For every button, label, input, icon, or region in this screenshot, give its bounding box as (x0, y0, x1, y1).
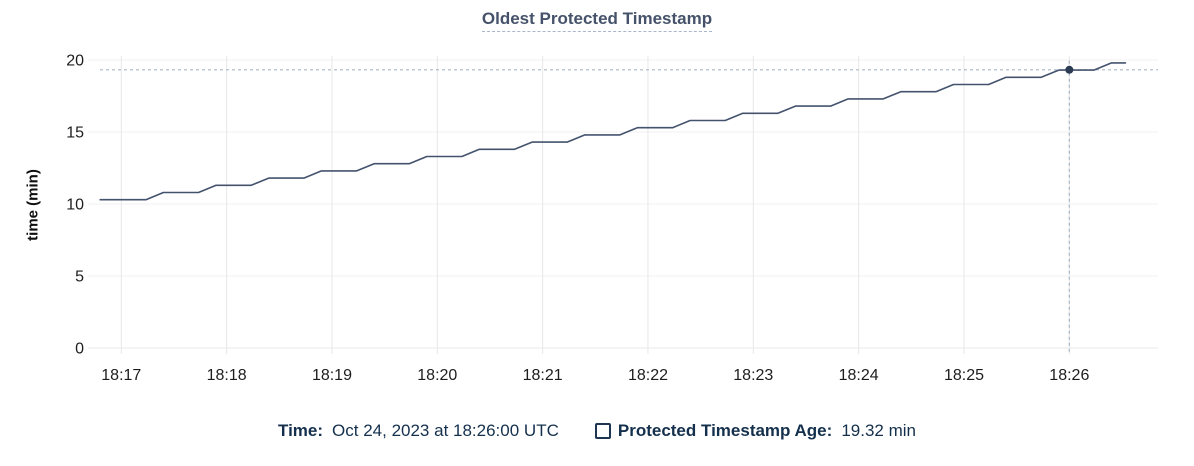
series-line (99, 62, 1127, 201)
series-checkbox[interactable] (594, 423, 611, 439)
y-tick-label: 0 (75, 341, 84, 358)
legend-time-label: Time: (278, 421, 324, 440)
y-axis-label: time (min) (24, 169, 42, 241)
x-tick-label: 18:21 (523, 367, 563, 384)
x-tick-label: 18:19 (312, 367, 352, 384)
x-tick-label: 18:22 (628, 367, 668, 384)
legend-time-value: Oct 24, 2023 at 18:26:00 UTC (332, 421, 559, 440)
legend-series-value: 19.32 min (841, 421, 916, 440)
line-chart[interactable]: 0 5 10 15 20 18:17 18:18 18:19 18:20 18:21 18:22 18… (0, 0, 1194, 400)
hover-dot (1065, 65, 1074, 74)
y-tick-label: 10 (66, 197, 84, 214)
x-tick-label: 18:24 (839, 367, 879, 384)
x-tick-label: 18:23 (733, 367, 773, 384)
legend-series-label[interactable]: Protected Timestamp Age: (617, 421, 833, 440)
x-tick-label: 18:26 (1049, 367, 1089, 384)
x-tick-label: 18:20 (417, 367, 457, 384)
y-tick-label: 15 (66, 125, 84, 142)
chart-title: Oldest Protected Timestamp (0, 9, 1194, 32)
chart-title-text[interactable]: Oldest Protected Timestamp (481, 9, 713, 32)
x-tick-label: 18:17 (101, 367, 141, 384)
legend: Time: Oct 24, 2023 at 18:26:00 UTC Prote… (0, 421, 1194, 441)
x-tick-label: 18:25 (944, 367, 984, 384)
y-tick-label: 20 (66, 53, 84, 70)
y-tick-label: 5 (75, 269, 84, 286)
x-tick-label: 18:18 (207, 367, 247, 384)
